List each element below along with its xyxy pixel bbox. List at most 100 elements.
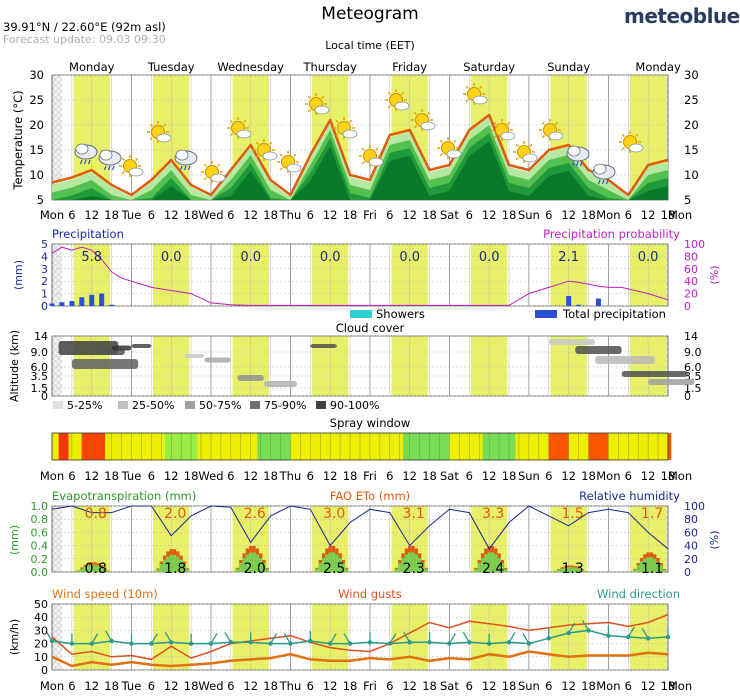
et-bar <box>90 564 94 572</box>
precip-daily-total: 0.0 <box>161 250 182 265</box>
precip-daily-total: 0.0 <box>399 250 420 265</box>
spray-window-segment <box>668 433 672 460</box>
rain-drop <box>187 165 191 171</box>
rain-drop <box>575 161 579 167</box>
sun-cloud-icon <box>539 119 564 141</box>
et-y-tick-right: 0 <box>684 566 691 579</box>
wind-y-tick-left: 10 <box>34 651 48 664</box>
cloud-y-tick-right: 9.0 <box>684 346 702 359</box>
et-bar <box>265 568 269 572</box>
forecast-update-text: Forecast update: 09.03 09:30 <box>3 33 166 46</box>
x-tick-label: Mon <box>40 208 64 222</box>
et-bar <box>328 552 332 572</box>
wind-y-tick-left: 20 <box>34 638 48 651</box>
cloud-y-tick-left: 0 <box>41 390 48 403</box>
sun-ray <box>361 147 365 151</box>
et-bar <box>76 570 81 572</box>
x-tick-label: 6 <box>625 208 632 222</box>
sun-ray <box>541 135 545 139</box>
x-tick-label: 6 <box>148 208 155 222</box>
et-bar <box>235 568 240 572</box>
precip-bar <box>576 304 582 306</box>
et-bar <box>166 556 170 572</box>
sun-ray <box>307 95 311 99</box>
wind-direction-arrow <box>270 633 278 644</box>
x-tick-label: 6 <box>386 469 393 483</box>
sun-ray <box>387 105 391 109</box>
x-tick-label: 18 <box>422 208 437 222</box>
wind-speed-label: Wind speed (10m) <box>52 587 158 601</box>
sun-ray <box>555 121 559 125</box>
precip-prob-label: Precipitation probability <box>543 227 680 241</box>
wind-direction-arrow <box>389 633 397 644</box>
wind-direction-arrow <box>581 620 590 631</box>
sun-ray <box>163 123 167 127</box>
sun-ray <box>479 85 483 89</box>
wind-direction-arrow <box>164 631 172 643</box>
sun-cloud-icon <box>147 121 172 143</box>
relative-humidity-line <box>51 505 669 550</box>
sun-cloud-icon <box>253 139 278 161</box>
wind-panel-hatch-left <box>52 604 62 670</box>
day-label: Saturday <box>463 60 515 74</box>
sun-ray <box>375 147 379 151</box>
cloud-cover-cell <box>548 339 596 345</box>
x-tick-label: 18 <box>263 208 278 222</box>
wind-direction-arrow <box>91 633 99 644</box>
wind-direction-arrow <box>150 633 158 644</box>
meteoblue-logo[interactable]: meteoblue <box>624 4 740 28</box>
et-bar <box>560 568 564 572</box>
et-bar <box>162 559 167 572</box>
x-tick-label: Mon <box>668 469 692 483</box>
precip-y-tick-right: 40 <box>684 275 698 288</box>
sun-ray <box>217 163 221 167</box>
wind-direction-arrow <box>627 626 635 638</box>
sun-cloud-icon <box>619 131 644 153</box>
et-bar <box>570 567 574 572</box>
x-tick-label: 6 <box>625 679 632 693</box>
precip-daily-total: 0.0 <box>320 250 341 265</box>
spray-window-title: Spray window <box>330 416 410 430</box>
x-tick-label: 6 <box>227 208 234 222</box>
et-bar <box>573 567 577 572</box>
sun-ray <box>439 139 443 143</box>
precip-panel-hatch-left <box>52 244 62 306</box>
et-bar <box>245 554 250 572</box>
precip-y-tick-left: 0 <box>41 300 48 313</box>
x-tick-label: 18 <box>263 679 278 693</box>
sun-ray <box>621 133 625 137</box>
x-tick-label: Thu <box>279 679 302 693</box>
cloud-y-tick-left: 6.0 <box>31 361 49 374</box>
x-tick-label: 12 <box>323 208 338 222</box>
sun-cloud-icon <box>513 141 538 163</box>
local-time-label: Local time (EET) <box>325 39 415 52</box>
x-tick-label: 18 <box>343 208 358 222</box>
cloud-legend-swatch <box>185 401 195 409</box>
sun-ray <box>293 153 297 157</box>
day-label: Friday <box>392 60 427 74</box>
day-label: Sunday <box>547 60 590 74</box>
cloud-cover-cell <box>131 344 152 348</box>
rain-drop <box>103 165 107 171</box>
cloud-y-tick-left: 14 <box>34 330 48 343</box>
sun-ray <box>321 95 325 99</box>
x-tick-label: 12 <box>482 208 497 222</box>
x-tick-label: 12 <box>641 679 656 693</box>
x-tick-label: 18 <box>502 469 517 483</box>
cloud-legend-swatch <box>53 401 63 409</box>
sun-ray <box>507 121 511 125</box>
et-bar <box>580 569 584 572</box>
x-tick-label: 12 <box>243 469 258 483</box>
rain-drop <box>111 165 115 171</box>
x-tick-label: Mon <box>668 679 692 693</box>
et-y-tick-left: 0.0 <box>31 566 49 579</box>
x-tick-label: 6 <box>227 469 234 483</box>
temp-y-tick-left: 25 <box>29 93 44 107</box>
et-bar <box>86 565 91 572</box>
cloud-panel-hatch-left <box>52 336 62 396</box>
sun-ray <box>413 125 417 129</box>
cloud-y-tick-left: 9.0 <box>31 346 49 359</box>
precip-y-tick-right: 60 <box>684 263 698 276</box>
et-bar <box>497 557 501 572</box>
et-bar <box>414 554 418 572</box>
